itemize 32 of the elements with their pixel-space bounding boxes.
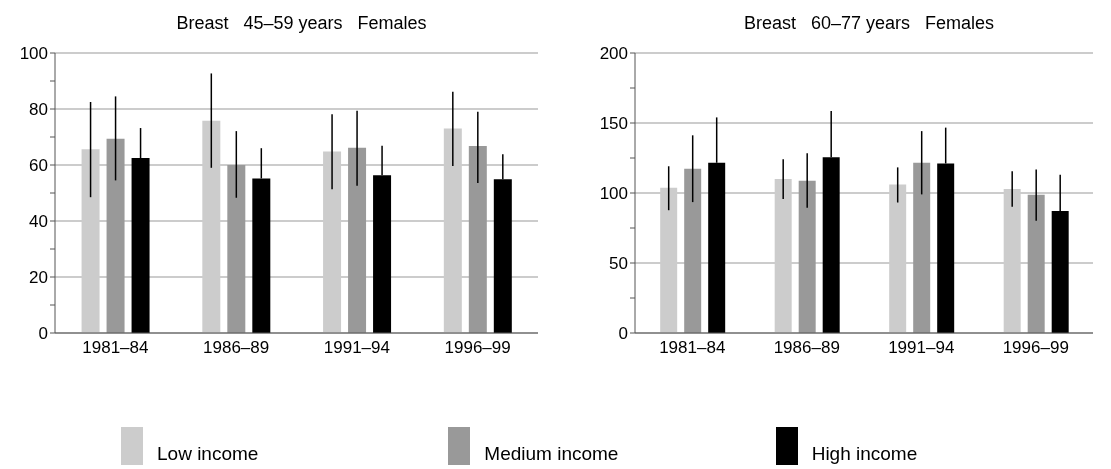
y-tick-label: 200 (599, 44, 628, 64)
y-tick-label: 0 (618, 324, 628, 344)
legend-label: Medium income (484, 443, 619, 465)
x-tick-label: 1986–89 (203, 338, 270, 358)
y-tick-label: 50 (609, 254, 628, 274)
x-tick-label: 1991–94 (323, 338, 390, 358)
y-tick-label: 150 (599, 114, 628, 134)
legend-label: High income (811, 443, 918, 465)
y-tick-label: 80 (29, 100, 48, 120)
y-tick-label: 100 (19, 44, 48, 64)
legend-label: Low income (157, 443, 259, 465)
x-tick-label: 1991–94 (888, 338, 955, 358)
bar (202, 120, 221, 333)
y-tick-label: 60 (29, 156, 48, 176)
x-tick-label: 1996–99 (444, 338, 511, 358)
chart-title: Breast 45–59 years Females (175, 12, 428, 35)
y-tick-label: 40 (29, 212, 48, 232)
y-tick-label: 100 (599, 184, 628, 204)
bar (660, 187, 678, 333)
x-tick-label: 1981–84 (82, 338, 149, 358)
y-tick-label: 0 (38, 324, 48, 344)
x-tick-label: 1986–89 (773, 338, 840, 358)
chart-title: Breast 60–77 years Females (742, 12, 996, 35)
y-tick-label: 20 (29, 268, 48, 288)
bar (323, 151, 342, 333)
bar (443, 128, 462, 333)
bar (774, 179, 792, 333)
bar (1003, 189, 1021, 333)
x-tick-label: 1981–84 (659, 338, 726, 358)
bar (81, 149, 100, 333)
x-tick-label: 1996–99 (1002, 338, 1069, 358)
bar (889, 184, 907, 333)
